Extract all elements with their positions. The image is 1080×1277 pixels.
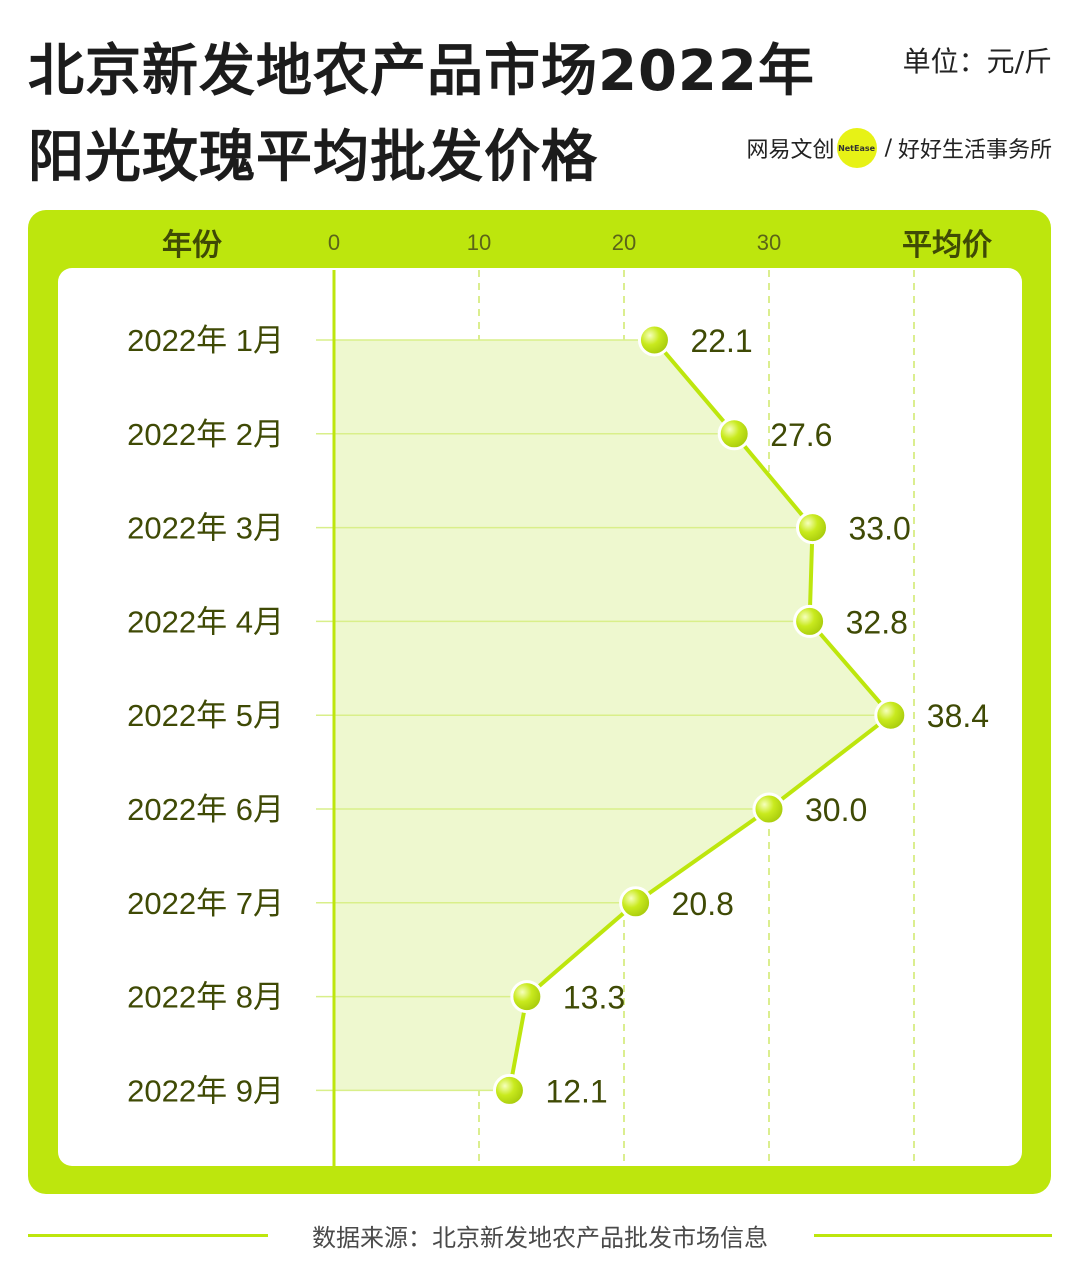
footer-rule-right	[814, 1234, 1052, 1237]
data-point	[637, 323, 671, 357]
x-tick-label: 20	[612, 230, 636, 255]
netease-logo-icon: NetEase	[836, 128, 877, 168]
chart-title-line1: 北京新发地农产品市场2022年	[28, 39, 815, 104]
data-label: 20.8	[672, 886, 734, 922]
brand-right: 好好生活事务所	[897, 138, 1052, 163]
data-point	[796, 511, 829, 545]
footer-rule-left	[28, 1234, 268, 1237]
category-label: 2022年 2月	[127, 417, 284, 452]
category-label: 2022年 7月	[127, 886, 284, 921]
brand-separator: /	[884, 135, 892, 161]
data-label: 22.1	[690, 323, 752, 359]
data-point	[793, 604, 827, 638]
chart-title-line2: 阳光玫瑰平均批发价格	[28, 125, 598, 190]
brand-left: 网易文创	[746, 138, 835, 163]
data-label: 12.1	[545, 1073, 607, 1109]
x-tick-label: 10	[467, 230, 491, 255]
x-tick-label: 30	[757, 230, 781, 255]
category-label: 2022年 9月	[127, 1073, 284, 1108]
x-tick-label: 0	[328, 230, 340, 255]
data-label: 27.6	[770, 417, 832, 453]
data-label: 30.0	[805, 792, 867, 828]
data-point	[619, 886, 653, 920]
unit-label: 单位：元/斤	[902, 45, 1052, 78]
category-label: 2022年 6月	[127, 792, 284, 827]
data-label: 33.0	[849, 511, 911, 547]
brand: 网易文创 NetEase / 好好生活事务所	[747, 128, 1052, 168]
category-label: 2022年 5月	[127, 698, 284, 733]
source-note: 数据来源：北京新发地农产品批发市场信息	[312, 1224, 768, 1252]
data-label: 13.3	[563, 980, 625, 1016]
data-point	[874, 698, 908, 732]
category-label: 2022年 4月	[127, 604, 284, 639]
data-point	[752, 792, 786, 826]
data-point	[717, 417, 751, 451]
category-label: 2022年 3月	[127, 511, 284, 546]
category-label: 2022年 8月	[127, 980, 284, 1015]
header-value: 平均价	[902, 228, 992, 263]
data-point	[492, 1073, 526, 1107]
header-category: 年份	[162, 228, 222, 263]
data-point	[510, 980, 544, 1014]
data-label: 32.8	[846, 604, 908, 640]
data-label: 38.4	[927, 698, 989, 734]
category-label: 2022年 1月	[127, 323, 284, 358]
